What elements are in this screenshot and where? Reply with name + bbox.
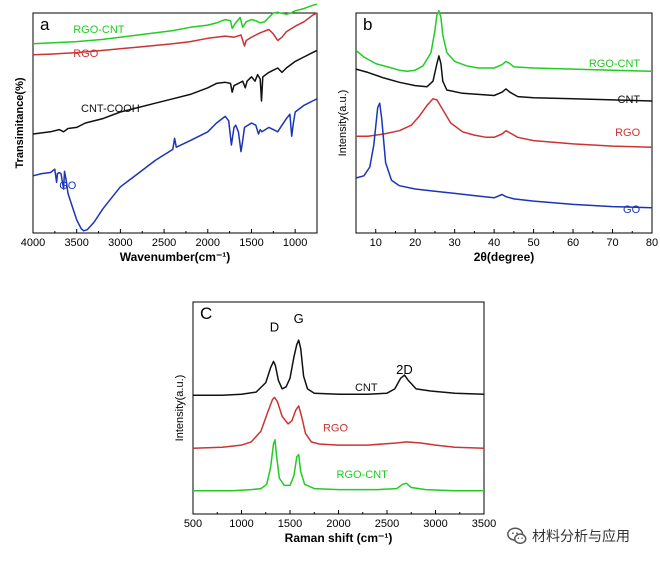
x-tick-label-c-3500: 3500 — [472, 518, 496, 530]
x-tick-label-b-20: 20 — [409, 237, 421, 249]
x-tick-label-a-2500: 2500 — [152, 237, 176, 249]
series-label-b-go: GO — [623, 204, 641, 216]
x-tick-label-c-500: 500 — [184, 518, 202, 530]
panel-label-a: a — [40, 15, 50, 34]
series-line-c-cnt — [193, 339, 485, 397]
wechat-icon — [507, 527, 527, 545]
series-label-b-rgo-cnt: RGO-CNT — [589, 58, 641, 70]
peak-label-d: D — [270, 320, 279, 335]
panel-a: 4000 3500 3000 2500 2000 1500 1000 Wavenumber(c… — [14, 3, 318, 264]
plot-frame-c — [192, 301, 485, 515]
series-line-b-cnt — [355, 55, 653, 102]
panel-b: 10 20 30 40 50 60 70 80 2θ(degree) Intensity(a.u.… — [337, 10, 658, 264]
x-tick-label-b-60: 60 — [567, 237, 579, 249]
x-tick-label-c-3000: 3000 — [423, 518, 447, 530]
y-axis-label-c: Intensity(a.u.) — [174, 375, 186, 442]
series-label-c-cnt: CNT — [355, 382, 378, 394]
x-tick-label-a-1500: 1500 — [239, 237, 263, 249]
panel-c: 500 1000 1500 2000 2500 3000 3500 Raman shift (… — [174, 301, 496, 545]
series-line-b-rgo — [356, 98, 653, 148]
y-axis-label-a: Transimitance(%) — [14, 77, 26, 168]
y-axis-label-b: Intensity(a.u.) — [337, 90, 349, 157]
x-tick-label-c-2000: 2000 — [326, 518, 350, 530]
plot-frame-a — [32, 12, 318, 234]
series-line-a-go — [32, 98, 318, 232]
series-line-a-rgo — [32, 12, 318, 56]
x-tick-label-b-30: 30 — [449, 237, 461, 249]
watermark-text: 材料分析与应用 — [532, 529, 630, 545]
x-tick-label-c-1500: 1500 — [278, 518, 302, 530]
x-tick-label-b-50: 50 — [527, 237, 539, 249]
x-tick-label-a-4000: 4000 — [21, 237, 45, 249]
series-label-a-rgo: RGO — [73, 48, 99, 60]
x-tick-label-a-3000: 3000 — [108, 237, 132, 249]
x-tick-label-b-80: 80 — [646, 237, 658, 249]
series-label-c-rgo: RGO — [323, 422, 349, 434]
series-label-a-cnt-cooh: CNT-COOH — [81, 103, 140, 115]
x-tick-label-b-70: 70 — [606, 237, 618, 249]
series-line-a-rgo-cnt — [32, 3, 318, 45]
series-line-c-rgo-cnt — [193, 439, 484, 492]
watermark: 材料分析与应用 — [506, 522, 658, 550]
x-tick-label-c-1000: 1000 — [229, 518, 253, 530]
series-label-a-rgo-cnt: RGO-CNT — [73, 24, 125, 36]
series-label-c-rgo-cnt: RGO-CNT — [337, 469, 389, 481]
x-tick-label-c-2500: 2500 — [375, 518, 399, 530]
series-line-b-go — [355, 102, 653, 209]
series-line-c-rgo — [192, 396, 485, 450]
panel-label-c: C — [200, 304, 212, 323]
x-tick-label-b-40: 40 — [488, 237, 500, 249]
plot-frame-b — [355, 12, 653, 234]
series-label-a-go: GO — [59, 180, 77, 192]
series-line-a-cnt-cooh — [32, 49, 318, 135]
x-tick-label-a-2000: 2000 — [196, 237, 220, 249]
peak-label-g: G — [294, 311, 304, 326]
peak-label-2d: 2D — [396, 362, 413, 377]
x-tick-label-a-1000: 1000 — [283, 237, 307, 249]
x-tick-label-a-3500: 3500 — [64, 237, 88, 249]
series-label-b-rgo: RGO — [615, 127, 641, 139]
x-axis-label-a: Wavenumber(cm⁻¹) — [120, 250, 231, 264]
series-label-b-cnt: CNT — [618, 94, 641, 106]
x-axis-label-c: Raman shift (cm⁻¹) — [285, 531, 393, 545]
series-line-b-rgo-cnt — [355, 10, 653, 73]
x-axis-label-b: 2θ(degree) — [474, 250, 535, 264]
x-tick-label-b-10: 10 — [370, 237, 382, 249]
panel-label-b: b — [363, 15, 372, 34]
